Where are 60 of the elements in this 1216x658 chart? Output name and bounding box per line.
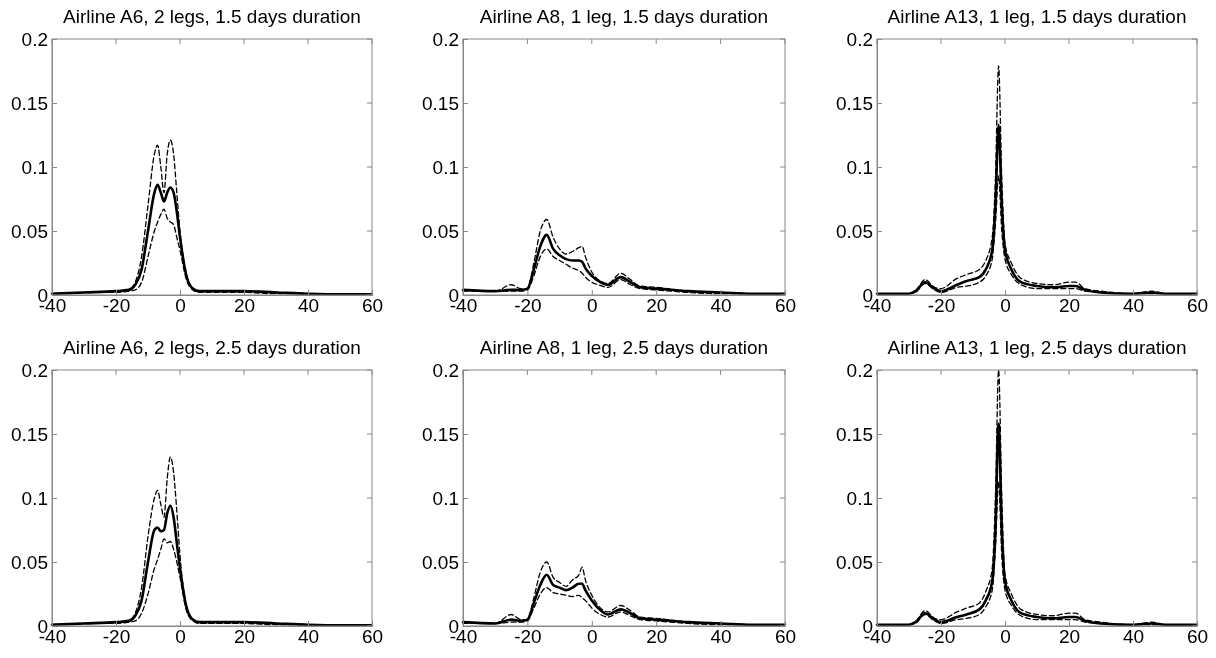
y-tick-label: 0.1 [21,487,48,509]
y-tick-label: 0.1 [846,156,873,178]
x-tick-label: -20 [514,626,542,648]
y-tick-label: 0.05 [11,220,48,242]
x-tick-label: 0 [587,626,598,648]
x-tick-label: 20 [646,626,668,648]
x-tick-label: 40 [710,626,732,648]
x-tick-label: 20 [233,295,256,317]
x-tick-label: 0 [1000,626,1011,648]
chart-title: Airline A8, 1 leg, 1.5 days duration [479,6,769,27]
y-tick-label: 0.15 [836,423,873,445]
x-tick-label: 60 [1186,295,1209,317]
x-tick-label: 40 [1122,626,1145,648]
y-tick-label: 0.05 [11,551,48,573]
y-tick-label: 0.1 [432,487,459,509]
y-tick-label: 0.05 [422,551,459,573]
y-tick-label: 0.2 [432,28,459,50]
x-tick-label: -20 [102,295,131,317]
chart-title: Airline A6, 2 legs, 2.5 days duration [63,337,361,358]
y-tick-label: 0.15 [11,92,48,114]
x-tick-label: 20 [1058,295,1081,317]
y-tick-label: 0.1 [21,156,48,178]
y-tick-label: 0.2 [846,28,873,50]
x-tick-label: 0 [1000,295,1011,317]
x-tick-label: 60 [361,626,384,648]
y-tick-label: 0.1 [432,156,459,178]
y-tick-label: 0.05 [422,220,459,242]
x-tick-label: 0 [175,626,186,648]
y-tick-label: 0.05 [836,220,873,242]
x-tick-label: 0 [175,295,186,317]
x-tick-label: 60 [361,295,384,317]
chart-title: Airline A8, 1 leg, 2.5 days duration [479,337,769,358]
x-tick-label: 60 [1186,626,1209,648]
x-tick-label: 20 [1058,626,1081,648]
y-tick-label: 0.2 [432,359,459,381]
x-tick-label: 40 [297,626,320,648]
x-tick-label: 20 [646,295,668,317]
y-tick-label: 0.2 [21,28,48,50]
x-tick-label: -20 [927,295,956,317]
y-tick-label: 0.15 [422,92,459,114]
y-tick-label: 0.1 [846,487,873,509]
y-tick-label: 0.2 [21,359,48,381]
x-tick-label: 60 [774,626,797,648]
y-tick-label: 0.2 [846,359,873,381]
x-tick-label: -20 [102,626,131,648]
chart-title: Airline A13, 1 leg, 1.5 days duration [887,6,1187,27]
chart-title: Airline A13, 1 leg, 2.5 days duration [887,337,1187,358]
x-tick-label: -20 [927,626,956,648]
chart-title: Airline A6, 2 legs, 1.5 days duration [63,6,361,27]
x-tick-label: 20 [233,626,256,648]
x-tick-label: 0 [587,295,598,317]
y-tick-label: 0.05 [836,551,873,573]
x-tick-label: 40 [297,295,320,317]
y-tick-label: 0.15 [422,423,459,445]
y-tick-label: 0.15 [11,423,48,445]
y-tick-label: 0.15 [836,92,873,114]
x-tick-label: -20 [514,295,542,317]
x-tick-label: 40 [1122,295,1145,317]
x-tick-label: 40 [710,295,732,317]
x-tick-label: 60 [774,295,797,317]
